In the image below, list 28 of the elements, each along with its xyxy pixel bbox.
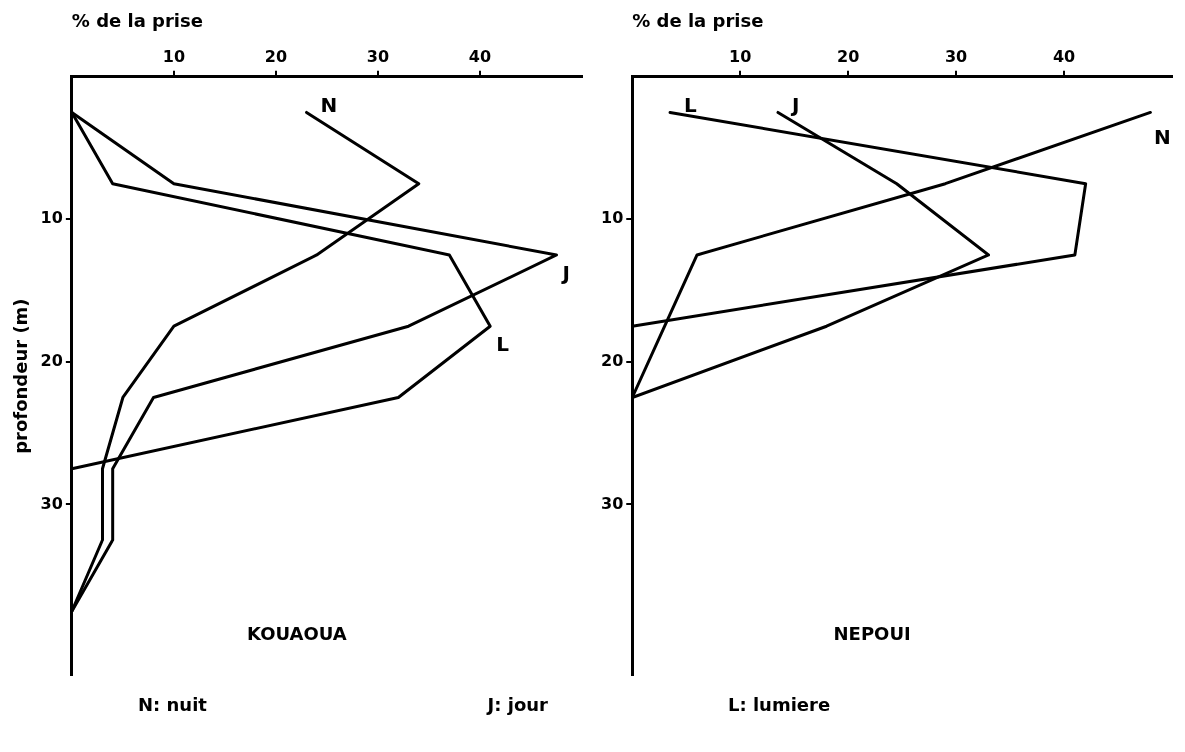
x-tick-label: 20 bbox=[837, 47, 860, 67]
y-tick-label: 10 bbox=[601, 208, 624, 228]
text: N: nuit bbox=[138, 694, 207, 715]
x-tick-label: 40 bbox=[1052, 47, 1076, 67]
series-label: N bbox=[320, 92, 338, 117]
text: KOUAOUA bbox=[247, 623, 347, 645]
x-tick-label: 30 bbox=[944, 47, 968, 67]
y-tick-label: 20 bbox=[601, 351, 624, 370]
x-tick-label: 10 bbox=[729, 47, 752, 67]
x-tick-label: 40 bbox=[468, 47, 492, 67]
y-tick-label: 30 bbox=[601, 493, 624, 513]
x-tick-label: 30 bbox=[366, 47, 390, 67]
x-axis-title: % de la prise bbox=[632, 10, 764, 32]
y-tick-label: 10 bbox=[40, 208, 63, 228]
series-label: N bbox=[1154, 124, 1171, 149]
y-tick-label: 30 bbox=[40, 493, 63, 513]
text: L: lumiere bbox=[728, 694, 831, 715]
x-axis-title: % de la prise bbox=[71, 10, 203, 32]
text: NEPOUI bbox=[833, 623, 911, 645]
series-label: L bbox=[684, 92, 698, 117]
x-tick-label: 10 bbox=[162, 47, 186, 67]
text: J: jour bbox=[487, 694, 548, 715]
x-tick-label: 20 bbox=[264, 47, 288, 67]
y-tick-label: 20 bbox=[40, 351, 63, 370]
series-label: J bbox=[789, 92, 800, 117]
series-label: L bbox=[496, 332, 510, 357]
series-label: J bbox=[560, 261, 570, 286]
y-axis-title: profondeur (m) bbox=[10, 298, 32, 454]
